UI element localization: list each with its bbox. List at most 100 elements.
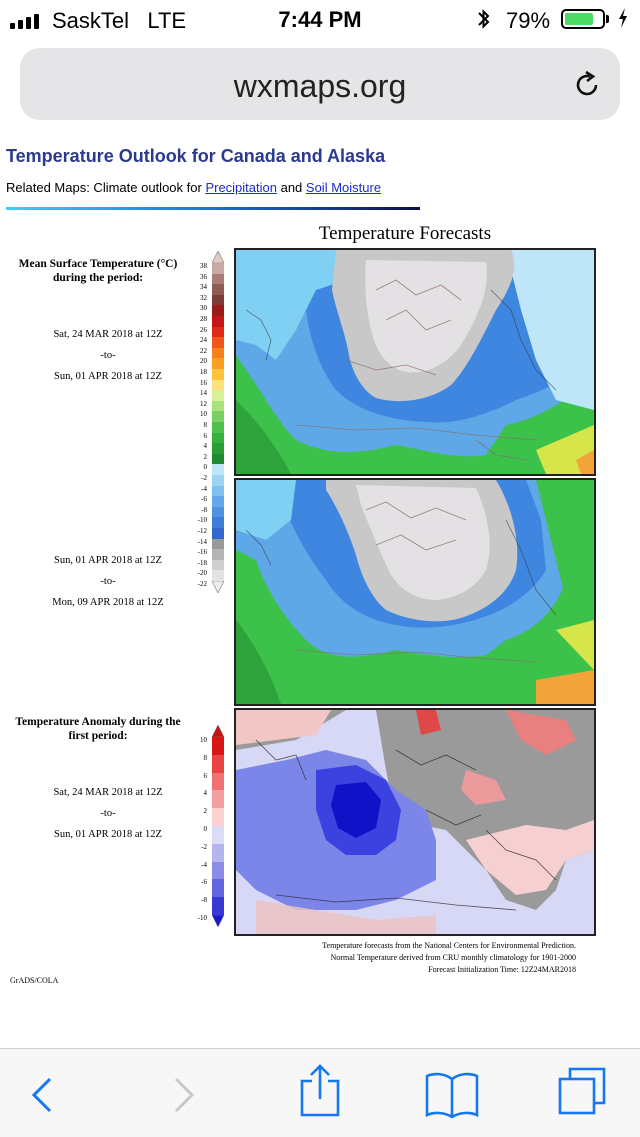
status-bar: SaskTel LTE 7:44 PM 79% bbox=[0, 0, 640, 40]
forecast-map-period1 bbox=[234, 248, 596, 476]
colorbar-tick: -10 bbox=[197, 516, 207, 525]
colorbar-tick: 20 bbox=[200, 357, 207, 366]
period1-sep: -to- bbox=[100, 350, 116, 361]
colorbar-tick: 18 bbox=[200, 368, 207, 376]
period3-sep: -to- bbox=[100, 808, 116, 819]
carrier-label: SaskTel LTE bbox=[52, 8, 187, 33]
browser-toolbar bbox=[0, 1048, 640, 1137]
signal-icon bbox=[10, 13, 39, 29]
colorbar-segment bbox=[212, 273, 224, 285]
colorbar-tick: 34 bbox=[200, 283, 207, 292]
period1-end: Sun, 01 APR 2018 at 12Z bbox=[54, 371, 162, 382]
bluetooth-icon bbox=[476, 7, 492, 37]
colorbar-segment bbox=[212, 506, 224, 518]
temp-cbar-bottom-arrow bbox=[211, 581, 225, 593]
colorbar-segment bbox=[212, 443, 224, 454]
period2-start: Sun, 01 APR 2018 at 12Z bbox=[54, 555, 162, 566]
colorbar-segment bbox=[212, 790, 224, 809]
colorbar-segment bbox=[212, 772, 224, 791]
soil-moisture-link[interactable]: Soil Moisture bbox=[305, 180, 382, 195]
colorbar-segment bbox=[212, 549, 224, 560]
web-page: Temperature Outlook for Canada and Alask… bbox=[0, 138, 640, 1048]
figure-title: Temperature Forecasts bbox=[318, 223, 492, 244]
anomaly-label: Temperature Anomaly during the first per… bbox=[15, 716, 181, 742]
colorbar-tick: 38 bbox=[200, 262, 207, 270]
colorbar-tick: -10 bbox=[197, 914, 207, 922]
colorbar-segment bbox=[212, 528, 224, 539]
colorbar-tick: -6 bbox=[201, 495, 207, 504]
reload-icon[interactable] bbox=[572, 70, 602, 100]
colorbar-tick: 10 bbox=[200, 736, 207, 744]
colorbar-segment bbox=[212, 517, 224, 528]
colorbar-tick: -2 bbox=[201, 842, 207, 851]
colorbar-tick: 6 bbox=[203, 771, 208, 780]
colorbar-tick: -4 bbox=[201, 860, 207, 869]
colorbar-tick: 6 bbox=[203, 431, 208, 440]
related-maps: Related Maps: Climate outlook for Precip… bbox=[6, 180, 382, 195]
colorbar-segment bbox=[212, 754, 224, 773]
period3-start: Sat, 24 MAR 2018 at 12Z bbox=[53, 787, 163, 798]
colorbar-segment bbox=[212, 326, 224, 338]
period2-sep: -to- bbox=[100, 576, 116, 587]
colorbar-tick: -4 bbox=[201, 484, 207, 493]
colorbar-segment bbox=[212, 379, 224, 391]
colorbar-tick: -22 bbox=[197, 580, 207, 588]
colorbar-tick: 12 bbox=[200, 399, 207, 408]
colorbar-segment bbox=[212, 263, 224, 274]
colorbar-segment bbox=[212, 422, 224, 433]
period2-end: Mon, 09 APR 2018 at 12Z bbox=[52, 597, 164, 608]
colorbar-segment bbox=[212, 432, 224, 444]
colorbar-tick: 14 bbox=[200, 389, 207, 398]
colorbar-segment bbox=[212, 453, 224, 465]
colorbar-tick: -8 bbox=[201, 896, 207, 905]
colorbar-tick: 8 bbox=[203, 753, 208, 762]
tabs-icon[interactable] bbox=[556, 1065, 610, 1124]
colorbar-segment bbox=[212, 843, 224, 862]
bookmarks-icon[interactable] bbox=[424, 1069, 480, 1124]
colorbar-segment bbox=[212, 464, 224, 475]
network-label: LTE bbox=[147, 8, 187, 33]
footnote-2: Normal Temperature derived from CRU mont… bbox=[330, 953, 576, 962]
colorbar-tick: 32 bbox=[200, 293, 207, 302]
colorbar-segment bbox=[212, 390, 224, 401]
colorbar-segment bbox=[212, 305, 224, 316]
colorbar-tick: 28 bbox=[200, 315, 207, 323]
colorbar-segment bbox=[212, 485, 224, 497]
share-icon[interactable] bbox=[298, 1063, 342, 1124]
battery-tip bbox=[606, 15, 609, 23]
back-icon[interactable] bbox=[28, 1075, 58, 1120]
footnote-3: Forecast Initialization Time: 12Z24MAR20… bbox=[428, 965, 576, 974]
colorbar-tick: 4 bbox=[203, 442, 208, 451]
colorbar-tick: 24 bbox=[200, 336, 207, 345]
colorbar-tick: -20 bbox=[197, 569, 207, 578]
page-title: Temperature Outlook for Canada and Alask… bbox=[6, 146, 386, 166]
colorbar-segment bbox=[212, 337, 224, 348]
anomaly-map bbox=[234, 708, 596, 936]
colorbar-segment bbox=[212, 284, 224, 295]
forward-icon[interactable] bbox=[168, 1075, 198, 1120]
colorbar-segment bbox=[212, 496, 224, 507]
period1-start: Sat, 24 MAR 2018 at 12Z bbox=[53, 329, 163, 340]
colorbar-segment bbox=[212, 737, 224, 755]
anom-cbar-top-arrow bbox=[211, 725, 225, 737]
colorbar-segment bbox=[212, 826, 224, 844]
mean-temp-label: Mean Surface Temperature (°C) during the… bbox=[18, 258, 178, 284]
precipitation-link[interactable]: Precipitation bbox=[205, 180, 277, 195]
colorbar-segment bbox=[212, 538, 224, 550]
colorbar-segment bbox=[212, 808, 224, 826]
period3-end: Sun, 01 APR 2018 at 12Z bbox=[54, 829, 162, 840]
colorbar-segment bbox=[212, 358, 224, 369]
address-bar[interactable]: wxmaps.org bbox=[20, 48, 620, 120]
footnote-1: Temperature forecasts from the National … bbox=[322, 941, 576, 950]
colorbar-tick: 8 bbox=[203, 421, 208, 429]
colorbar-segment bbox=[212, 897, 224, 915]
colorbar-tick: -14 bbox=[197, 537, 207, 546]
battery-icon bbox=[561, 9, 605, 29]
colorbar-tick: 16 bbox=[200, 378, 207, 387]
clock: 7:44 PM bbox=[278, 7, 362, 32]
colorbar-tick: -6 bbox=[201, 878, 207, 887]
colorbar-tick: 2 bbox=[203, 807, 208, 816]
url-text[interactable]: wxmaps.org bbox=[233, 68, 407, 104]
forecast-map-period2 bbox=[234, 478, 596, 706]
colorbar-segment bbox=[212, 316, 224, 327]
